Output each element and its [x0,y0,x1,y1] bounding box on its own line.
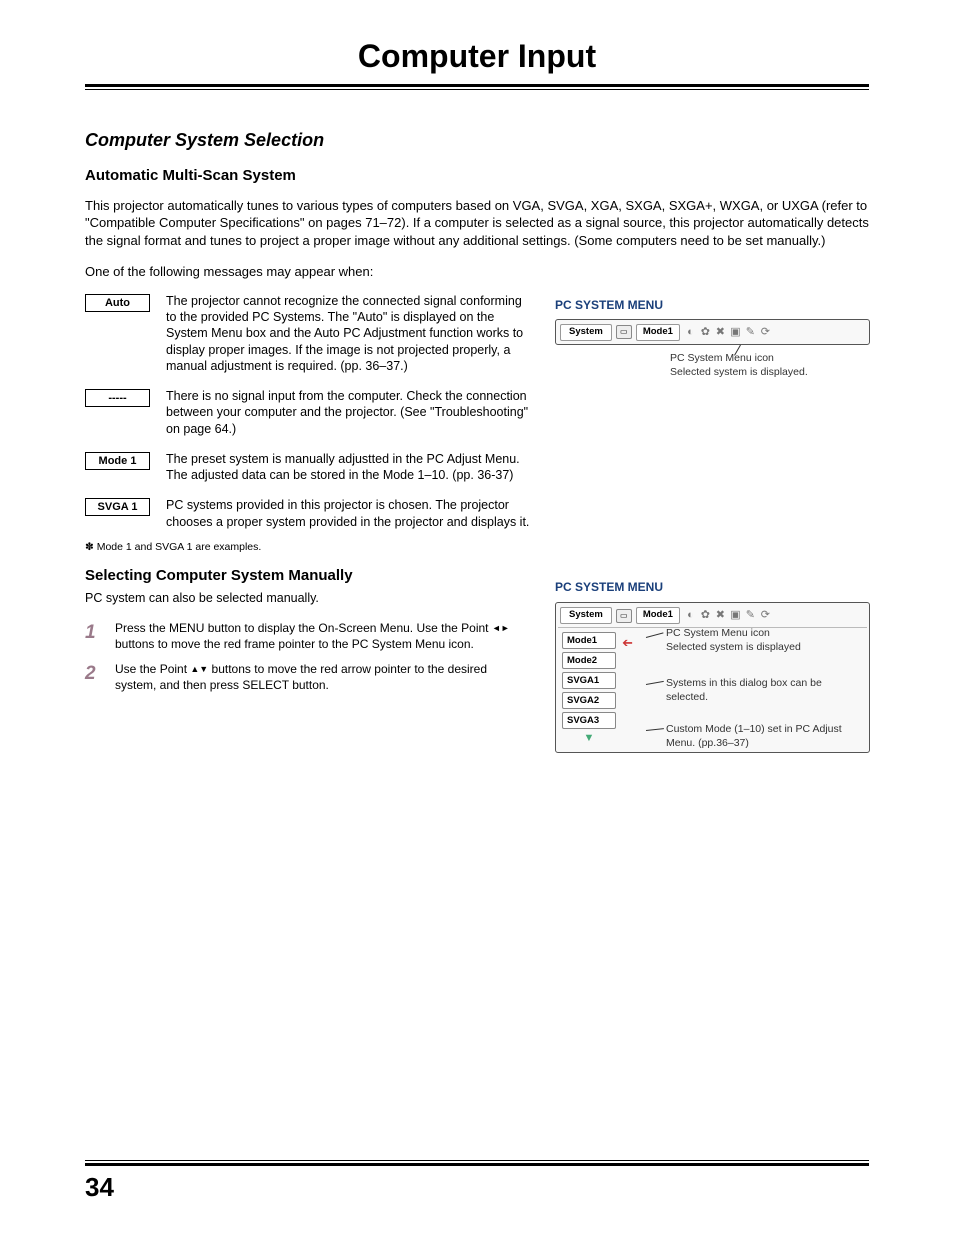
tool-icon: ✿ [699,325,712,340]
manual-sub: PC system can also be selected manually. [85,590,530,607]
tool-icon: ⟳ [759,608,772,623]
tag-label: ----- [85,389,150,407]
callout-line [646,681,664,685]
step-number: 2 [85,662,115,683]
tag-row: SVGA 1 PC systems provided in this proje… [85,497,530,530]
tag-row: Auto The projector cannot recognize the … [85,293,530,374]
left-column: Auto The projector cannot recognize the … [85,293,530,753]
caption-block: PC System Menu icon Selected system is d… [555,351,870,379]
footer-rule-thick [85,1163,869,1166]
step-text-pre: Press the MENU button to display the On-… [115,621,492,635]
annotation-text: PC System Menu icon [666,626,846,640]
right-column: PC SYSTEM MENU System ▭ Mode1 ◐ ✿ ✖ ▣ ✎ … [555,293,870,753]
tool-icon: ◐ [684,608,697,623]
page-number: 34 [85,1170,869,1205]
rule-thin [85,89,869,90]
step-text-pre: Use the Point [115,662,190,676]
toolbar-icons: ◐ ✿ ✖ ▣ ✎ ⟳ [684,608,772,623]
tag-label: SVGA 1 [85,498,150,516]
annotations: PC System Menu icon Selected system is d… [648,632,863,746]
tag-text: The projector cannot recognize the conne… [166,293,530,374]
list-item: SVGA3 [562,712,616,729]
list-item: Mode1 [562,632,616,649]
intro-paragraph: This projector automatically tunes to va… [85,197,869,250]
tag-label: Auto [85,294,150,312]
section-heading: Computer System Selection [85,128,869,152]
arrow-icons: ▲▼ [190,664,208,674]
tool-icon: ▣ [729,325,742,340]
annotation-text: Systems in this dialog box can be select… [666,676,856,704]
projector-icon: ▭ [616,609,632,623]
menu-title: PC SYSTEM MENU [555,579,870,595]
page-footer: 34 [85,1158,869,1205]
tag-text: PC systems provided in this projector is… [166,497,530,530]
callout-line [646,728,664,731]
tag-label: Mode 1 [85,452,150,470]
projector-icon: ▭ [616,325,632,339]
list-item: SVGA2 [562,692,616,709]
caption-line: Selected system is displayed. [670,365,870,379]
rule-thick [85,84,869,87]
tool-icon: ✖ [714,608,727,623]
tool-icon: ▣ [729,608,742,623]
footnote: ✽ Mode 1 and SVGA 1 are examples. [85,540,530,554]
step-text-post: buttons to move the red frame pointer to… [115,637,474,651]
tag-row: Mode 1 The preset system is manually adj… [85,451,530,484]
arrow-icons: ◄► [492,623,510,633]
tool-icon: ✿ [699,608,712,623]
tool-icon: ◐ [684,325,697,340]
tool-icon: ✖ [714,325,727,340]
step-row: 2 Use the Point ▲▼ buttons to move the r… [85,662,530,693]
red-arrow-icon: ➔ [622,634,633,652]
mode-label: Mode1 [636,324,680,341]
callout-line [646,632,664,638]
mode-label: Mode1 [636,607,680,624]
annotation-text: Selected system is displayed [666,640,846,654]
tool-icon: ✎ [744,325,757,340]
step-text: Use the Point ▲▼ buttons to move the red… [115,662,530,693]
toolbar-icons: ◐ ✿ ✖ ▣ ✎ ⟳ [684,325,772,340]
mode-list: Mode1 Mode2 SVGA1 SVGA2 SVGA3 ▼ [562,632,616,746]
annotation-text: Custom Mode (1–10) set in PC Adjust Menu… [666,722,866,750]
manual-heading: Selecting Computer System Manually [85,566,530,586]
page-title: Computer Input [85,35,869,78]
tag-text: The preset system is manually adjustted … [166,451,530,484]
messages-intro: One of the following messages may appear… [85,263,869,281]
auto-heading: Automatic Multi-Scan System [85,166,869,186]
tag-text: There is no signal input from the comput… [166,388,530,437]
menu-bar: System ▭ Mode1 ◐ ✿ ✖ ▣ ✎ ⟳ [555,319,870,345]
caption-line: PC System Menu icon [670,351,870,365]
tool-icon: ⟳ [759,325,772,340]
scroll-down-icon: ▼ [562,732,616,746]
menu-dialog: System ▭ Mode1 ◐ ✿ ✖ ▣ ✎ ⟳ [555,602,870,753]
system-label: System [560,324,612,341]
menu-title: PC SYSTEM MENU [555,297,870,313]
footer-rule-thin [85,1160,869,1161]
step-number: 1 [85,621,115,642]
tool-icon: ✎ [744,608,757,623]
list-item: SVGA1 [562,672,616,689]
step-row: 1 Press the MENU button to display the O… [85,621,530,652]
system-label: System [560,607,612,624]
tag-row: ----- There is no signal input from the … [85,388,530,437]
step-text: Press the MENU button to display the On-… [115,621,530,652]
list-item: Mode2 [562,652,616,669]
